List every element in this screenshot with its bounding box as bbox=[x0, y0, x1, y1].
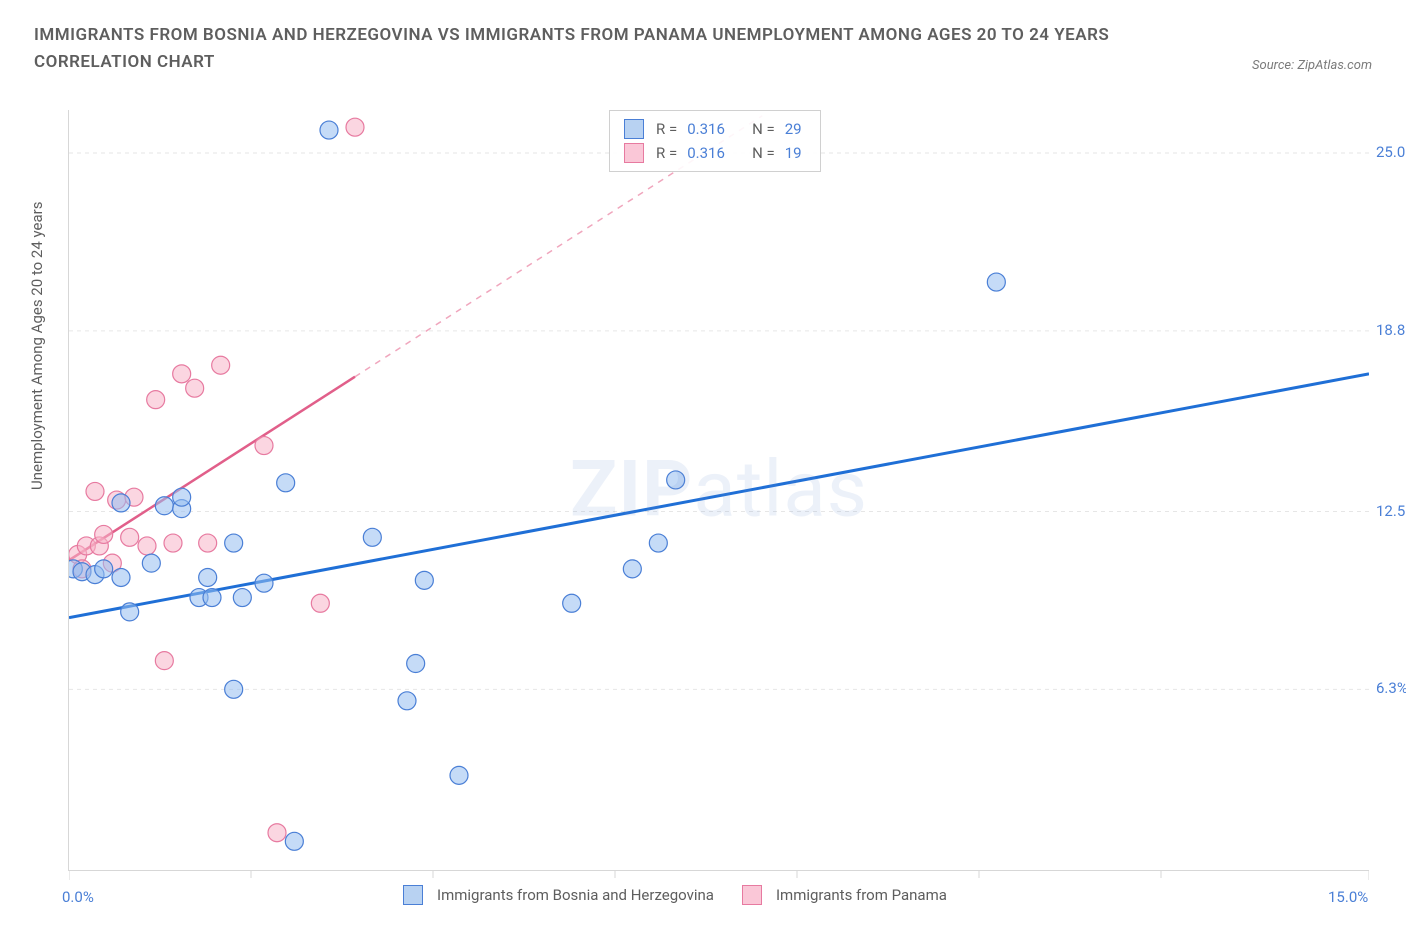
y-tick-label: 25.0% bbox=[1376, 143, 1406, 161]
legend-stat-row: R =0.316 N =29 bbox=[624, 117, 806, 141]
chart-area: ZIPatlas R =0.316 N =29R =0.316 N =19 6.… bbox=[68, 110, 1368, 890]
x-tick-label: 15.0% bbox=[1328, 888, 1368, 906]
page-title: IMMIGRANTS FROM BOSNIA AND HERZEGOVINA V… bbox=[34, 22, 1134, 76]
y-tick-label: 12.5% bbox=[1376, 502, 1406, 520]
scatter-chart bbox=[69, 110, 1369, 882]
legend-swatch bbox=[742, 885, 762, 905]
legend-label: Immigrants from Bosnia and Herzegovina bbox=[437, 886, 714, 904]
legend-stat-row: R =0.316 N =19 bbox=[624, 141, 806, 165]
y-tick-label: 18.8% bbox=[1376, 321, 1406, 339]
legend-item: Immigrants from Bosnia and Herzegovina bbox=[403, 885, 714, 905]
legend-swatch bbox=[624, 119, 644, 139]
x-tick-label: 0.0% bbox=[62, 888, 94, 906]
source-link[interactable]: ZipAtlas.com bbox=[1297, 58, 1372, 73]
source-credit: Source: ZipAtlas.com bbox=[1252, 58, 1372, 73]
legend-item: Immigrants from Panama bbox=[742, 885, 947, 905]
legend-label: Immigrants from Panama bbox=[776, 886, 947, 904]
legend-swatch bbox=[403, 885, 423, 905]
y-axis-label: Unemployment Among Ages 20 to 24 years bbox=[28, 202, 46, 490]
legend-series: Immigrants from Bosnia and Herzegovina Im… bbox=[403, 885, 947, 905]
legend-stats: R =0.316 N =29R =0.316 N =19 bbox=[609, 110, 821, 172]
y-tick-label: 6.3% bbox=[1376, 679, 1406, 697]
legend-swatch bbox=[624, 143, 644, 163]
